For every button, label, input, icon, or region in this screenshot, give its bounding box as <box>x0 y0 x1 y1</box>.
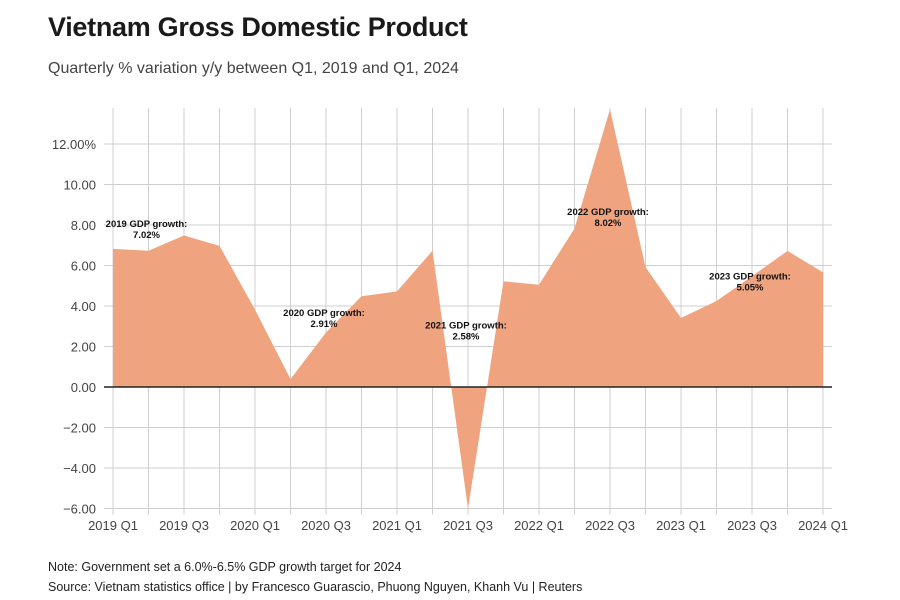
annotation-value: 2.91% <box>311 319 338 330</box>
annotation-value: 7.02% <box>133 230 160 241</box>
chart-title: Vietnam Gross Domestic Product <box>48 12 468 42</box>
x-tick-label: 2022 Q1 <box>514 518 564 533</box>
annotation-label: 2019 GDP growth: <box>106 219 188 230</box>
y-tick-label: 6.00 <box>71 259 96 274</box>
annotation-label: 2022 GDP growth: <box>567 207 649 218</box>
y-tick-label: 2.00 <box>71 340 96 355</box>
chart-note: Note: Government set a 6.0%-6.5% GDP gro… <box>48 560 402 574</box>
annotation-value: 2.58% <box>453 331 480 342</box>
chart-source: Source: Vietnam statistics office | by F… <box>48 580 583 594</box>
y-tick-label: 10.00 <box>63 178 96 193</box>
annotation-value: 8.02% <box>595 218 622 229</box>
x-tick-label: 2019 Q3 <box>159 518 209 533</box>
x-tick-label: 2020 Q3 <box>301 518 351 533</box>
y-tick-label: 4.00 <box>71 299 96 314</box>
annotation-label: 2020 GDP growth: <box>283 308 365 319</box>
annotation-value: 5.05% <box>737 283 764 294</box>
gdp-area <box>113 109 823 509</box>
x-tick-label: 2020 Q1 <box>230 518 280 533</box>
annotation-label: 2021 GDP growth: <box>425 320 507 331</box>
y-tick-label: −6.00 <box>63 502 96 517</box>
chart-subtitle: Quarterly % variation y/y between Q1, 20… <box>48 60 459 77</box>
y-tick-label: 8.00 <box>71 218 96 233</box>
y-tick-label: −2.00 <box>63 421 96 436</box>
y-tick-label: 12.00% <box>52 137 97 152</box>
x-tick-label: 2022 Q3 <box>585 518 635 533</box>
x-tick-label: 2023 Q3 <box>727 518 777 533</box>
x-tick-label: 2023 Q1 <box>656 518 706 533</box>
x-tick-label: 2019 Q1 <box>88 518 138 533</box>
annotation-label: 2023 GDP growth: <box>709 272 791 283</box>
x-tick-label: 2024 Q1 <box>798 518 848 533</box>
x-tick-label: 2021 Q1 <box>372 518 422 533</box>
y-tick-label: 0.00 <box>71 380 96 395</box>
y-tick-label: −4.00 <box>63 461 96 476</box>
x-tick-label: 2021 Q3 <box>443 518 493 533</box>
